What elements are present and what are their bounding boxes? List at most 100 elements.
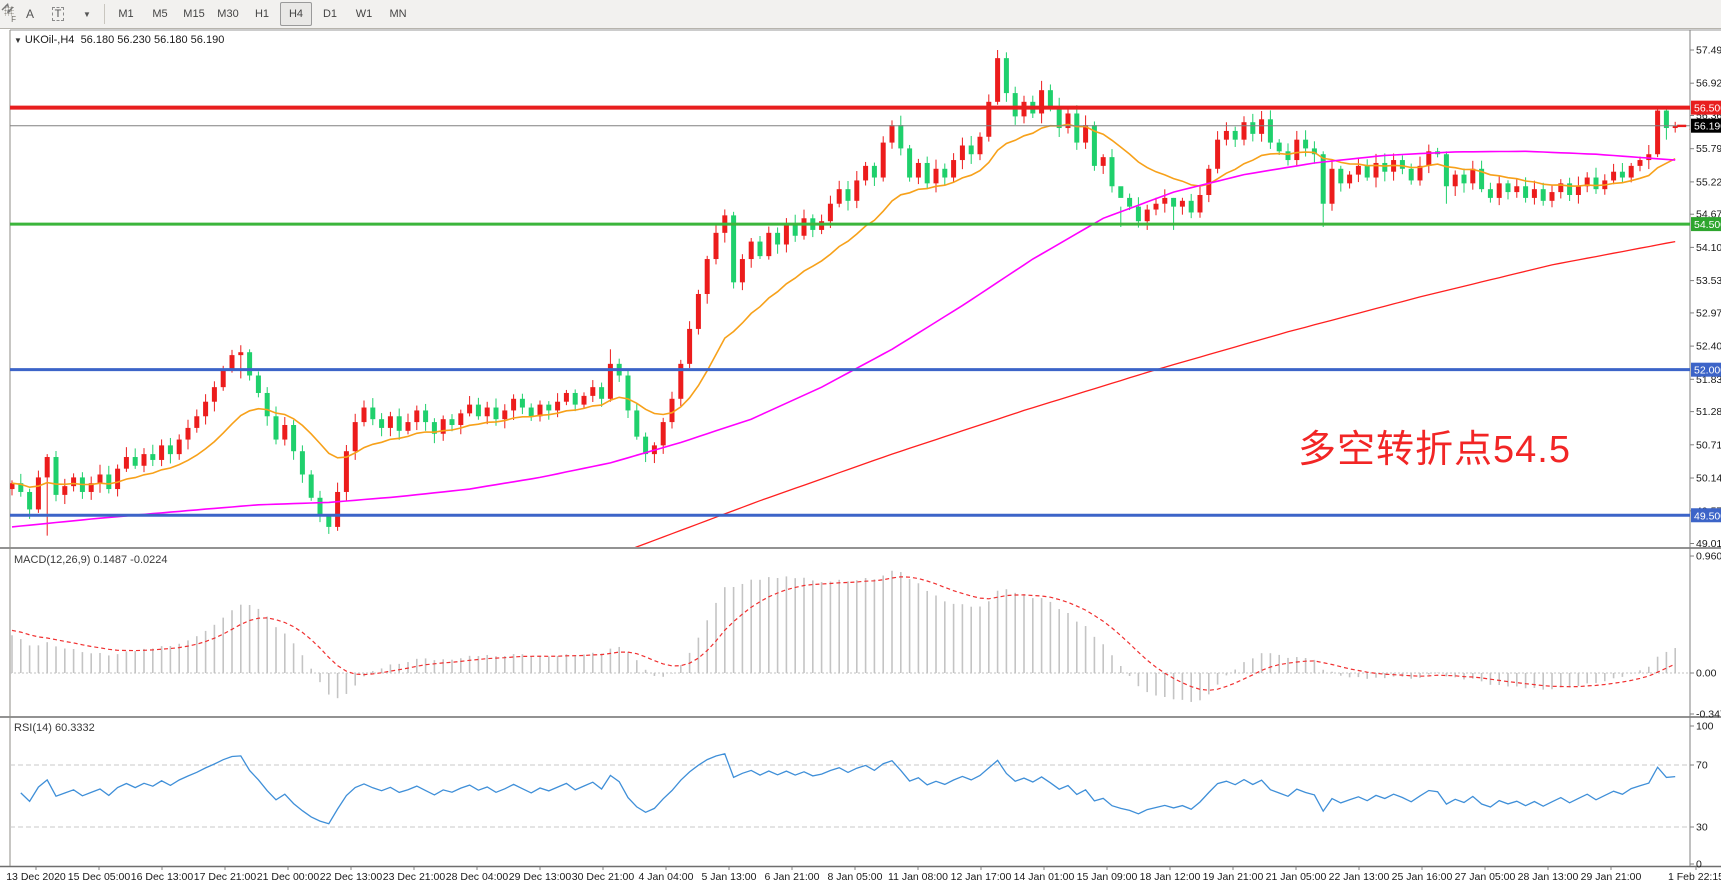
candlestick (660, 422, 666, 446)
indicator-arrows-button[interactable]: ▼ (1, 2, 99, 26)
candlestick (458, 413, 464, 426)
candlestick (537, 404, 543, 417)
candlestick (1241, 122, 1247, 140)
candlestick (766, 232, 772, 257)
candlestick (335, 491, 341, 527)
price-axis-label: 57.490 (1696, 45, 1721, 57)
candlestick (572, 392, 578, 405)
candlestick (590, 387, 596, 396)
timeframe-button-w1[interactable]: W1 (355, 8, 373, 20)
candlestick (942, 168, 948, 178)
timeframe-button-h1[interactable]: H1 (254, 8, 270, 20)
candlestick (71, 477, 77, 487)
rsi-pane[interactable] (10, 753, 1690, 828)
candlestick (1461, 174, 1467, 184)
time-axis-label: 21 Jan 05:00 (1266, 871, 1327, 883)
candlestick (361, 407, 367, 423)
candlestick (1549, 192, 1555, 201)
candlestick (995, 58, 1001, 102)
candlestick (1039, 90, 1045, 114)
dropdown-caret-icon[interactable]: ▼ (83, 9, 91, 19)
candlestick (775, 232, 781, 245)
candlestick (1611, 171, 1617, 181)
timeframe-button-mn[interactable]: MN (389, 8, 407, 20)
toolbar-separator (104, 4, 105, 24)
candlestick (1320, 154, 1326, 204)
collapse-triangle-icon[interactable]: ▼ (14, 36, 22, 45)
price-axis-label: 50.140 (1696, 472, 1721, 484)
time-axis-label: 15 Jan 09:00 (1077, 871, 1138, 883)
candlestick (1540, 189, 1546, 201)
candlestick (783, 224, 789, 245)
price-tag-54.500 (1691, 217, 1721, 232)
time-axis-label: 19 Jan 21:00 (1203, 871, 1264, 883)
price-tag-text: 56.500 (1694, 103, 1721, 115)
candlestick (229, 355, 235, 370)
candlestick (1408, 168, 1414, 181)
timeframe-button-m1[interactable]: M1 (118, 8, 134, 20)
cursor-arrow-button[interactable]: A (25, 7, 34, 21)
candlestick (1153, 203, 1159, 210)
candlestick (1223, 130, 1229, 140)
candlestick (1672, 125, 1678, 129)
text-tool-button[interactable]: T (45, 2, 71, 26)
candlestick (1003, 58, 1009, 94)
candlestick (1276, 142, 1282, 152)
time-axis-label: 22 Dec 13:00 (320, 871, 383, 883)
candlestick (484, 407, 490, 417)
candlestick (836, 189, 842, 204)
candlestick (396, 416, 402, 431)
candlestick (845, 189, 851, 201)
timeframe-button-m15[interactable]: M15 (183, 8, 205, 20)
candlestick (203, 401, 209, 417)
candlestick (405, 422, 411, 431)
candlestick (97, 474, 103, 484)
candlestick (933, 168, 939, 184)
candlestick (238, 352, 244, 356)
candlestick (141, 454, 147, 466)
candlestick (871, 165, 877, 178)
candlestick (1285, 151, 1291, 161)
time-axis-label: 16 Dec 13:00 (131, 871, 194, 883)
candlestick (1127, 197, 1133, 207)
chart-window[interactable]: 57.49056.92056.36555.79555.22554.67054.1… (0, 29, 1721, 893)
rsi-axis-label: 70 (1696, 760, 1708, 772)
time-axis-label: 27 Jan 05:00 (1455, 871, 1516, 883)
chart-canvas[interactable]: 57.49056.92056.36555.79555.22554.67054.1… (0, 29, 1721, 893)
rsi-axis-label: 30 (1696, 822, 1708, 834)
time-axis-label: 11 Jan 08:00 (888, 871, 948, 883)
candlestick (1399, 160, 1405, 169)
candlestick (1505, 183, 1511, 193)
main-price-pane[interactable] (10, 50, 1697, 550)
candlestick (625, 375, 631, 411)
candlestick (757, 241, 763, 257)
time-axis-label: 18 Jan 12:00 (1140, 871, 1201, 883)
timeframe-button-m5[interactable]: M5 (152, 8, 168, 20)
price-tag-text: 54.500 (1694, 219, 1721, 231)
timeframe-button-h4[interactable]: H4 (280, 2, 312, 26)
time-axis-label: 22 Jan 13:00 (1329, 871, 1390, 883)
candlestick (1091, 125, 1097, 166)
candlestick (977, 136, 983, 155)
price-tag-text: 49.500 (1694, 510, 1721, 522)
candlestick (748, 241, 754, 260)
candlestick (1162, 197, 1168, 204)
candlestick (264, 392, 270, 417)
candlestick (1135, 206, 1141, 222)
time-axis-label: 1 Feb 22:15 (1668, 871, 1721, 883)
candlestick (1215, 139, 1221, 169)
candlestick (1144, 209, 1150, 222)
macd-axis-label: 0.9604 (1696, 551, 1721, 563)
candlestick (414, 410, 420, 423)
candlestick (326, 515, 332, 527)
candlestick (1470, 168, 1476, 184)
candlestick (1179, 200, 1185, 207)
candlestick (282, 425, 288, 440)
timeframe-button-m30[interactable]: M30 (217, 8, 239, 20)
candlestick (1479, 168, 1485, 190)
candlestick (423, 410, 429, 423)
candlestick (317, 497, 323, 516)
timeframe-button-d1[interactable]: D1 (322, 8, 338, 20)
candlestick (449, 419, 455, 426)
macd-pane[interactable] (10, 570, 1690, 702)
